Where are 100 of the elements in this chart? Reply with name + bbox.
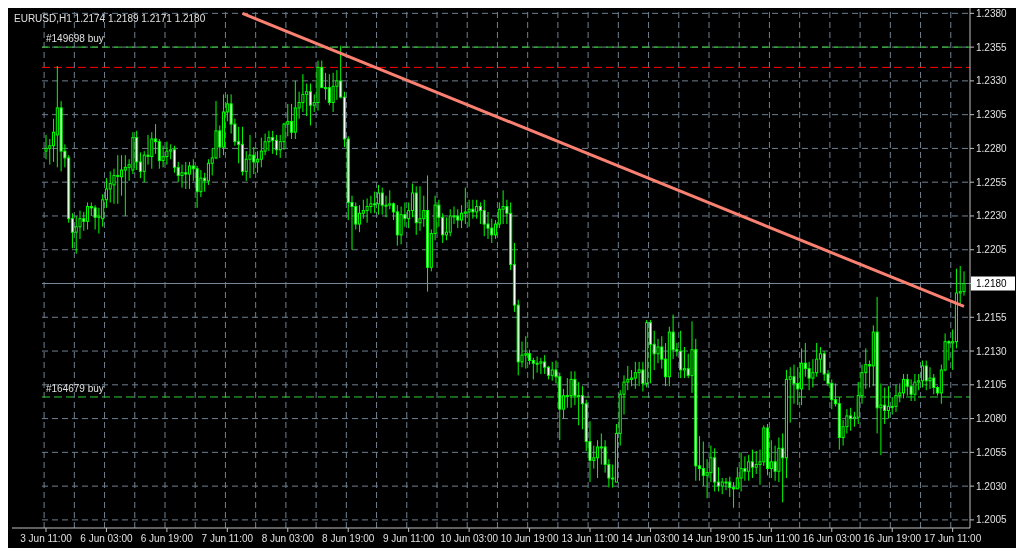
candlestick [206,158,210,186]
candlestick [448,208,452,237]
candlestick [924,360,928,391]
candlestick [679,330,683,379]
y-tick-label: 1.2280 [976,142,1008,154]
x-tick-label: 9 Jun 11:00 [382,533,435,544]
y-tick-label: 1.2005 [976,514,1008,526]
candlestick [913,373,917,402]
candlestick [592,445,596,470]
candlestick [750,449,754,479]
candlestick [739,451,743,493]
y-tick-label: 1.2155 [976,311,1008,323]
y-tick-label: 1.2080 [976,413,1008,425]
candlestick [365,197,369,224]
x-tick-label: 17 Jun 11:00 [924,533,982,544]
candlestick [120,154,124,197]
candlestick [596,439,600,479]
candlestick [358,204,362,233]
candlestick [150,131,154,170]
candlestick [463,187,467,225]
x-tick-label: 3 Jun 11:00 [20,533,73,544]
candlestick [157,138,161,170]
y-tick-label: 1.2030 [976,480,1008,492]
candlestick [308,83,312,126]
candlestick [909,378,913,402]
y-tick-label: 1.2255 [976,176,1008,188]
x-tick-label: 16 Jun 19:00 [863,533,922,544]
y-tick-label: 1.2130 [976,345,1008,357]
x-tick-label: 14 Jun 03:00 [621,533,680,544]
candlestick [818,346,822,374]
candlestick [123,154,127,217]
candlestick [743,455,747,482]
candlestick [116,154,120,205]
candlestick [894,384,898,413]
y-tick-label: 1.2180 [976,278,1008,290]
candlestick [822,350,826,382]
candlestick [327,73,331,106]
candlestick [531,357,535,380]
candlestick [656,338,660,364]
candlestick [886,385,890,420]
candlestick [569,370,573,409]
candlestick [444,216,448,241]
candlestick [248,134,252,179]
candlestick [180,164,184,189]
x-tick-label: 16 Jun 03:00 [802,533,862,544]
candlestick [475,199,479,220]
y-tick-label: 1.2205 [976,244,1008,256]
x-tick-label: 6 Jun 03:00 [80,533,134,544]
chart-title: EURUSD,H1 1.2174 1.2189 1.2171 1.2180 [14,13,206,24]
candlestick [380,187,384,216]
candlestick [93,204,97,230]
candlestick [460,204,464,229]
x-tick-label: 10 Jun 03:00 [440,533,499,544]
candlestick [524,335,528,370]
candlestick [274,134,278,156]
y-tick-label: 1.2330 [976,75,1008,87]
ref-line-label: #164679 buy [46,382,104,394]
candlestick [482,199,486,237]
candlestick [395,204,399,247]
y-tick-label: 1.2355 [976,41,1008,53]
candlestick [267,130,271,152]
candlestick [161,145,165,168]
candlestick [331,72,335,113]
ref-line-label: #149698 buy [46,33,104,45]
candlestick [747,454,751,482]
candlestick [905,373,909,397]
candlestick [902,373,906,399]
candlestick [478,201,482,225]
y-tick-label: 1.2105 [976,379,1008,391]
candlestick [373,191,377,214]
candlestick [732,481,736,509]
y-tick-label: 1.2055 [976,446,1008,458]
candlestick [796,366,800,406]
candlestick [686,353,690,379]
x-tick-label: 10 Jun 19:00 [500,533,559,544]
candlestick [543,354,547,375]
candlestick [199,169,203,198]
candlestick [399,206,403,245]
candlestick [290,103,294,140]
candlestick [928,366,932,390]
candlestick [471,199,475,220]
candlestick [539,357,543,375]
x-tick-label: 15 Jun 11:00 [742,533,801,544]
candlestick [108,170,112,203]
candlestick [259,137,263,168]
candlestick [637,361,641,387]
y-tick-label: 1.2230 [976,210,1008,222]
y-tick-label: 1.2380 [976,7,1008,19]
x-tick-label: 7 Jun 11:00 [201,533,254,544]
candlestick [550,361,554,382]
candlestick [256,150,260,174]
candlestick [648,319,652,384]
candlestick [418,185,422,232]
candlestick [74,215,78,255]
x-tick-label: 8 Jun 03:00 [261,533,315,544]
candlestick [728,476,732,498]
candlestick [724,477,728,491]
candlestick [271,130,275,155]
candlestick [682,346,686,379]
y-tick-label: 1.2305 [976,109,1008,121]
